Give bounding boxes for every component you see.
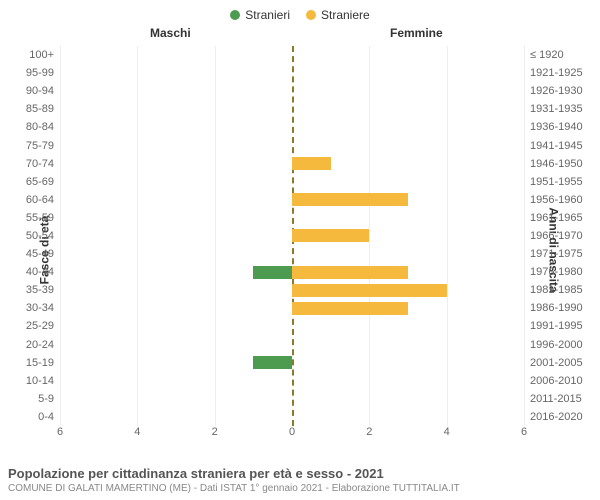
age-tick: 65-69: [26, 176, 60, 188]
bar-male: [253, 266, 292, 279]
x-tick: 6: [57, 426, 63, 438]
age-row: 15-192001-2005: [60, 354, 524, 372]
plot-area: 100+≤ 192095-991921-192590-941926-193085…: [60, 46, 524, 426]
age-row: 20-241996-2000: [60, 336, 524, 354]
column-headers: Maschi Femmine: [0, 26, 600, 44]
legend-marker-female: [306, 10, 316, 20]
bar-female: [292, 229, 369, 242]
age-row: 25-291991-1995: [60, 317, 524, 335]
x-tick: 0: [289, 426, 295, 438]
x-tick: 6: [521, 426, 527, 438]
legend: Stranieri Straniere: [0, 0, 600, 26]
birth-year-tick: 1941-1945: [524, 140, 583, 152]
x-tick: 2: [366, 426, 372, 438]
age-row: 90-941926-1930: [60, 82, 524, 100]
age-tick: 90-94: [26, 85, 60, 97]
age-row: 55-591961-1965: [60, 209, 524, 227]
age-tick: 95-99: [26, 67, 60, 79]
age-row: 40-441976-1980: [60, 263, 524, 281]
age-row: 0-42016-2020: [60, 408, 524, 426]
age-tick: 5-9: [38, 393, 60, 405]
age-row: 30-341986-1990: [60, 299, 524, 317]
age-tick: 75-79: [26, 140, 60, 152]
birth-year-tick: 2011-2015: [524, 393, 582, 405]
legend-marker-male: [230, 10, 240, 20]
birth-year-tick: 1961-1965: [524, 212, 583, 224]
age-tick: 25-29: [26, 320, 60, 332]
bar-female: [292, 266, 408, 279]
age-row: 35-391981-1985: [60, 281, 524, 299]
birth-year-tick: 1981-1985: [524, 284, 583, 296]
chart-title: Popolazione per cittadinanza straniera p…: [8, 466, 592, 481]
birth-year-tick: 1966-1970: [524, 230, 583, 242]
x-tick: 2: [212, 426, 218, 438]
legend-item-female: Straniere: [306, 8, 370, 22]
age-row: 85-891931-1935: [60, 100, 524, 118]
birth-year-tick: ≤ 1920: [524, 49, 564, 61]
age-tick: 35-39: [26, 284, 60, 296]
birth-year-tick: 1976-1980: [524, 266, 583, 278]
bar-female: [292, 193, 408, 206]
bar-female: [292, 284, 447, 297]
birth-year-tick: 1926-1930: [524, 85, 583, 97]
bar-female: [292, 302, 408, 315]
age-tick: 60-64: [26, 194, 60, 206]
age-tick: 40-44: [26, 266, 60, 278]
chart-footer: Popolazione per cittadinanza straniera p…: [8, 466, 592, 494]
age-tick: 45-49: [26, 248, 60, 260]
age-tick: 70-74: [26, 158, 60, 170]
age-tick: 55-59: [26, 212, 60, 224]
birth-year-tick: 1931-1935: [524, 103, 583, 115]
age-tick: 0-4: [38, 411, 60, 423]
bar-female: [292, 157, 331, 170]
birth-year-tick: 1936-1940: [524, 121, 583, 133]
birth-year-tick: 1951-1955: [524, 176, 583, 188]
age-tick: 50-54: [26, 230, 60, 242]
legend-label-female: Straniere: [321, 8, 370, 22]
x-tick: 4: [444, 426, 450, 438]
age-tick: 85-89: [26, 103, 60, 115]
legend-item-male: Stranieri: [230, 8, 290, 22]
age-tick: 30-34: [26, 302, 60, 314]
x-tick: 4: [134, 426, 140, 438]
header-female: Femmine: [390, 26, 443, 40]
age-row: 70-741946-1950: [60, 155, 524, 173]
age-tick: 15-19: [26, 357, 60, 369]
age-row: 95-991921-1925: [60, 64, 524, 82]
age-row: 100+≤ 1920: [60, 46, 524, 64]
age-row: 45-491971-1975: [60, 245, 524, 263]
age-row: 60-641956-1960: [60, 191, 524, 209]
age-tick: 20-24: [26, 339, 60, 351]
birth-year-tick: 1986-1990: [524, 302, 583, 314]
age-tick: 80-84: [26, 121, 60, 133]
birth-year-tick: 1946-1950: [524, 158, 583, 170]
age-tick: 100+: [29, 49, 60, 61]
age-row: 10-142006-2010: [60, 372, 524, 390]
chart-container: Stranieri Straniere Maschi Femmine Fasce…: [0, 0, 600, 500]
birth-year-tick: 1991-1995: [524, 320, 583, 332]
birth-year-tick: 2001-2005: [524, 357, 583, 369]
birth-year-tick: 1996-2000: [524, 339, 583, 351]
birth-year-tick: 2016-2020: [524, 411, 583, 423]
legend-label-male: Stranieri: [245, 8, 290, 22]
bar-male: [253, 356, 292, 369]
age-tick: 10-14: [26, 375, 60, 387]
birth-year-tick: 2006-2010: [524, 375, 583, 387]
birth-year-tick: 1956-1960: [524, 194, 583, 206]
x-axis: 6 4 2 0 2 4 6: [60, 426, 524, 442]
age-row: 80-841936-1940: [60, 118, 524, 136]
birth-year-tick: 1971-1975: [524, 248, 583, 260]
age-row: 5-92011-2015: [60, 390, 524, 408]
birth-year-tick: 1921-1925: [524, 67, 583, 79]
age-row: 50-541966-1970: [60, 227, 524, 245]
age-row: 65-691951-1955: [60, 173, 524, 191]
chart-subtitle: COMUNE DI GALATI MAMERTINO (ME) - Dati I…: [8, 483, 592, 494]
header-male: Maschi: [150, 26, 191, 40]
age-row: 75-791941-1945: [60, 136, 524, 154]
